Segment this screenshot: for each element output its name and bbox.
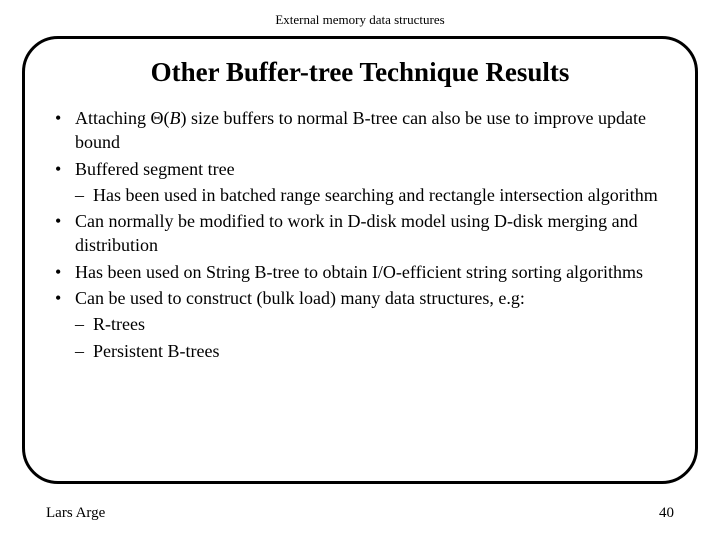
- bullet-text: Can normally be modified to work in D-di…: [75, 209, 667, 258]
- bullet-text: Buffered segment tree: [75, 157, 667, 181]
- bullet-text: Attaching Θ(B) size buffers to normal B-…: [75, 106, 667, 155]
- bullet-marker: •: [53, 157, 75, 181]
- footer-page-number: 40: [659, 505, 674, 522]
- bullet-item: • Attaching Θ(B) size buffers to normal …: [53, 106, 667, 155]
- sub-bullet-marker: –: [75, 183, 93, 207]
- slide-title: Other Buffer-tree Technique Results: [53, 57, 667, 88]
- sub-bullet-text: Has been used in batched range searching…: [93, 183, 667, 207]
- bullet-marker: •: [53, 209, 75, 258]
- sub-bullet-text: R-trees: [93, 312, 667, 336]
- sub-bullet-marker: –: [75, 339, 93, 363]
- bullet-item: • Buffered segment tree: [53, 157, 667, 181]
- sub-bullet-item: – Persistent B-trees: [75, 339, 667, 363]
- slide-frame: Other Buffer-tree Technique Results • At…: [22, 36, 698, 484]
- bullet-text: Has been used on String B-tree to obtain…: [75, 260, 667, 284]
- sub-bullet-item: – Has been used in batched range searchi…: [75, 183, 667, 207]
- slide-header: External memory data structures: [0, 12, 720, 28]
- sub-bullet-item: – R-trees: [75, 312, 667, 336]
- sub-bullet-marker: –: [75, 312, 93, 336]
- footer-author: Lars Arge: [46, 505, 105, 522]
- bullet-item: • Can be used to construct (bulk load) m…: [53, 286, 667, 310]
- bullet-text: Can be used to construct (bulk load) man…: [75, 286, 667, 310]
- bullet-marker: •: [53, 286, 75, 310]
- slide-content: • Attaching Θ(B) size buffers to normal …: [53, 106, 667, 363]
- bullet-marker: •: [53, 106, 75, 155]
- bullet-item: • Has been used on String B-tree to obta…: [53, 260, 667, 284]
- sub-bullet-text: Persistent B-trees: [93, 339, 667, 363]
- bullet-marker: •: [53, 260, 75, 284]
- bullet-item: • Can normally be modified to work in D-…: [53, 209, 667, 258]
